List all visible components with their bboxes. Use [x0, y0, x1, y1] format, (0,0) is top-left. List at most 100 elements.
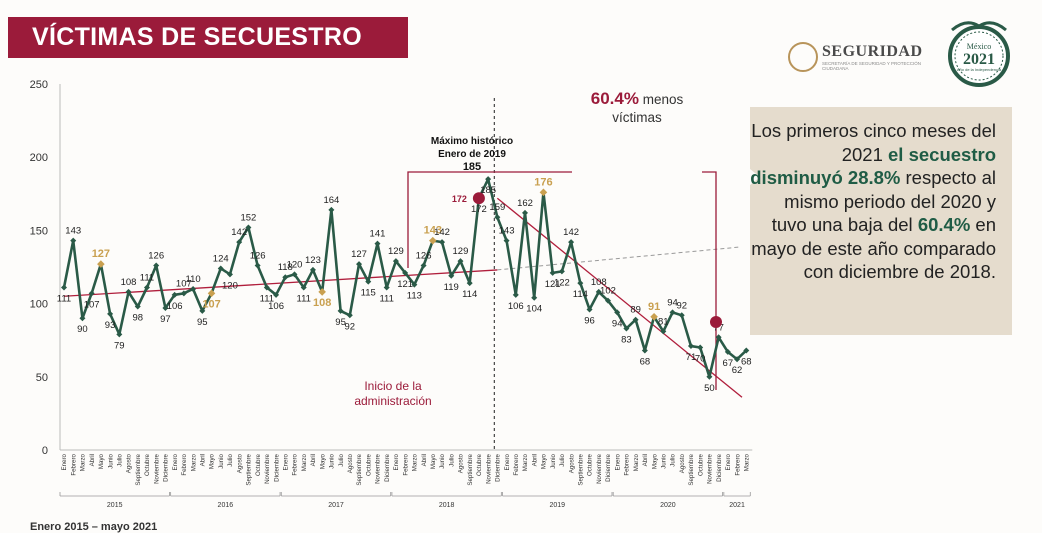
x-tick-label: Noviembre [707, 453, 714, 483]
x-tick-label: Enero [393, 453, 400, 470]
x-tick-label: Mayo [98, 453, 105, 469]
data-point [586, 306, 593, 313]
data-label: 119 [444, 282, 459, 293]
x-tick-label: Junio [661, 453, 668, 468]
data-point [641, 347, 648, 354]
data-label: 98 [132, 313, 143, 324]
x-tick-label: Enero [172, 453, 179, 470]
x-tick-label: Marzo [743, 453, 750, 471]
data-label: 114 [573, 289, 588, 300]
logo-sub-text: Año de la Independencia [957, 67, 1002, 72]
data-label: 142 [434, 227, 450, 238]
data-point [180, 290, 187, 297]
data-point [282, 274, 289, 281]
data-label: 89 [630, 305, 641, 316]
data-point [97, 260, 105, 268]
data-point [383, 284, 390, 291]
data-point [309, 266, 316, 273]
data-point [153, 262, 160, 269]
seguridad-subtitle: SECRETARÍA DE SEGURIDAD Y PROTECCIÓN CIU… [822, 61, 922, 71]
data-point [125, 288, 132, 295]
data-label: 126 [416, 251, 432, 262]
x-tick-label: Agosto [126, 453, 133, 473]
data-point [503, 237, 510, 244]
data-label: 92 [676, 300, 687, 311]
x-tick-label: Febrero [70, 453, 77, 475]
data-label: 124 [213, 253, 229, 264]
x-tick-label: Diciembre [384, 453, 391, 481]
data-point [300, 284, 307, 291]
x-tick-label: Marzo [412, 453, 419, 471]
data-point [356, 261, 363, 268]
x-tick-label: Febrero [624, 453, 631, 475]
x-tick-label: Julio [670, 453, 677, 466]
data-label: 68 [741, 356, 752, 367]
x-tick-label: Agosto [236, 453, 243, 473]
data-point [70, 237, 77, 244]
year-label: 2020 [660, 502, 676, 509]
data-label: 67 [723, 358, 734, 369]
data-point [392, 258, 399, 265]
mexico-2021-logo: México 2021 Año de la Independencia [948, 21, 1010, 87]
data-label: 110 [186, 274, 201, 285]
data-label: 126 [148, 251, 164, 262]
x-tick-label: Abril [200, 454, 207, 466]
data-point [143, 284, 150, 291]
max-annotation: Máximo histórico Enero de 2019 185 [430, 136, 514, 173]
x-tick-label: Octubre [255, 453, 262, 476]
data-label: 123 [305, 255, 321, 266]
data-point [706, 373, 713, 380]
data-label: 70 [695, 354, 706, 365]
seguridad-name: SEGURIDAD [822, 43, 923, 60]
data-point [522, 209, 528, 216]
data-label: 120 [222, 280, 238, 291]
x-tick-label: Agosto [347, 453, 354, 473]
data-point [171, 291, 178, 298]
data-label: 95 [197, 317, 208, 328]
data-point [595, 288, 602, 295]
data-point [715, 334, 722, 341]
data-point [254, 262, 261, 269]
data-label: 115 [361, 288, 376, 299]
x-tick-label: Julio [227, 453, 234, 466]
x-tick-label: Mayo [319, 453, 326, 469]
data-point [457, 258, 464, 265]
data-point [190, 285, 197, 292]
x-tick-label: Abril [89, 454, 96, 466]
x-tick-label: Enero [725, 453, 732, 470]
x-tick-label: Febrero [292, 453, 299, 475]
x-tick-label: Junio [107, 453, 114, 468]
data-label: 107 [176, 278, 192, 289]
data-label: 129 [453, 246, 469, 257]
x-tick-label: Julio [448, 453, 455, 466]
data-point [539, 188, 548, 197]
data-label: 94 [667, 297, 678, 308]
data-label: 79 [114, 340, 125, 351]
y-tick-label: 150 [30, 225, 48, 237]
data-point [494, 214, 501, 221]
x-tick-label: Julio [338, 453, 345, 466]
data-label: 50 [704, 383, 715, 394]
data-point [568, 239, 575, 246]
summary-box: Los primeros cinco meses del 2021 el sec… [750, 107, 1012, 335]
year-label: 2015 [107, 502, 123, 509]
data-label: 118 [278, 262, 293, 273]
data-label: 142 [231, 227, 247, 238]
x-tick-label: Enero [61, 453, 68, 470]
x-tick-label: Febrero [513, 453, 520, 475]
summary-text: Los primeros cinco meses del 2021 el sec… [750, 120, 996, 282]
data-point [734, 356, 741, 363]
x-tick-label: Marzo [633, 453, 640, 471]
data-point [328, 206, 335, 213]
data-label: 96 [584, 315, 595, 326]
x-tick-label: Octubre [365, 453, 372, 476]
data-point [402, 269, 409, 276]
x-tick-label: Junio [439, 453, 446, 468]
data-point [724, 348, 731, 355]
x-tick-label: Agosto [568, 453, 575, 473]
data-label: 81 [658, 316, 669, 327]
y-tick-label: 50 [36, 372, 48, 384]
data-point [743, 347, 750, 354]
data-point [365, 278, 372, 285]
